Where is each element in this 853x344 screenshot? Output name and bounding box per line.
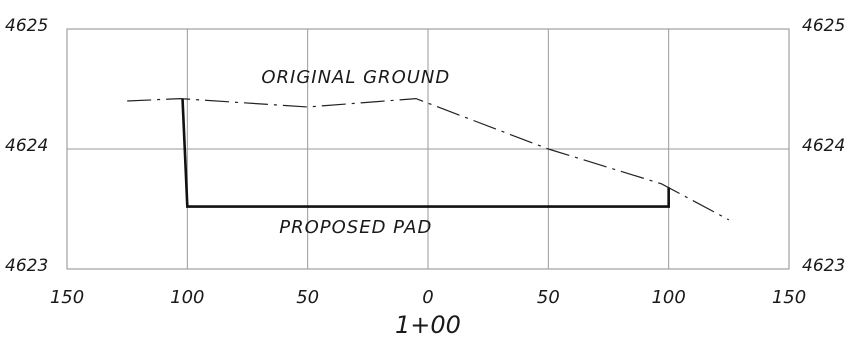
x-tick-label: 0 xyxy=(422,287,433,308)
x-tick-label: 100 xyxy=(651,287,685,308)
original-ground-label: ORIGINAL GROUND xyxy=(261,67,450,88)
y-tick-label-left: 4623 xyxy=(5,256,48,276)
proposed-pad-label: PROPOSED PAD xyxy=(279,217,432,238)
y-tick-label-right: 4624 xyxy=(802,136,845,156)
y-tick-label-right: 4623 xyxy=(802,256,845,276)
x-tick-label: 50 xyxy=(296,287,319,308)
y-tick-label-left: 4624 xyxy=(5,136,48,156)
x-tick-label: 150 xyxy=(50,287,84,308)
x-tick-label: 150 xyxy=(772,287,806,308)
station-label: 1+00 xyxy=(395,311,461,339)
y-tick-label-right: 4625 xyxy=(802,16,845,36)
proposed-pad-line xyxy=(183,99,669,207)
y-tick-label-left: 4625 xyxy=(5,16,48,36)
x-tick-label: 100 xyxy=(170,287,204,308)
x-tick-label: 50 xyxy=(537,287,560,308)
